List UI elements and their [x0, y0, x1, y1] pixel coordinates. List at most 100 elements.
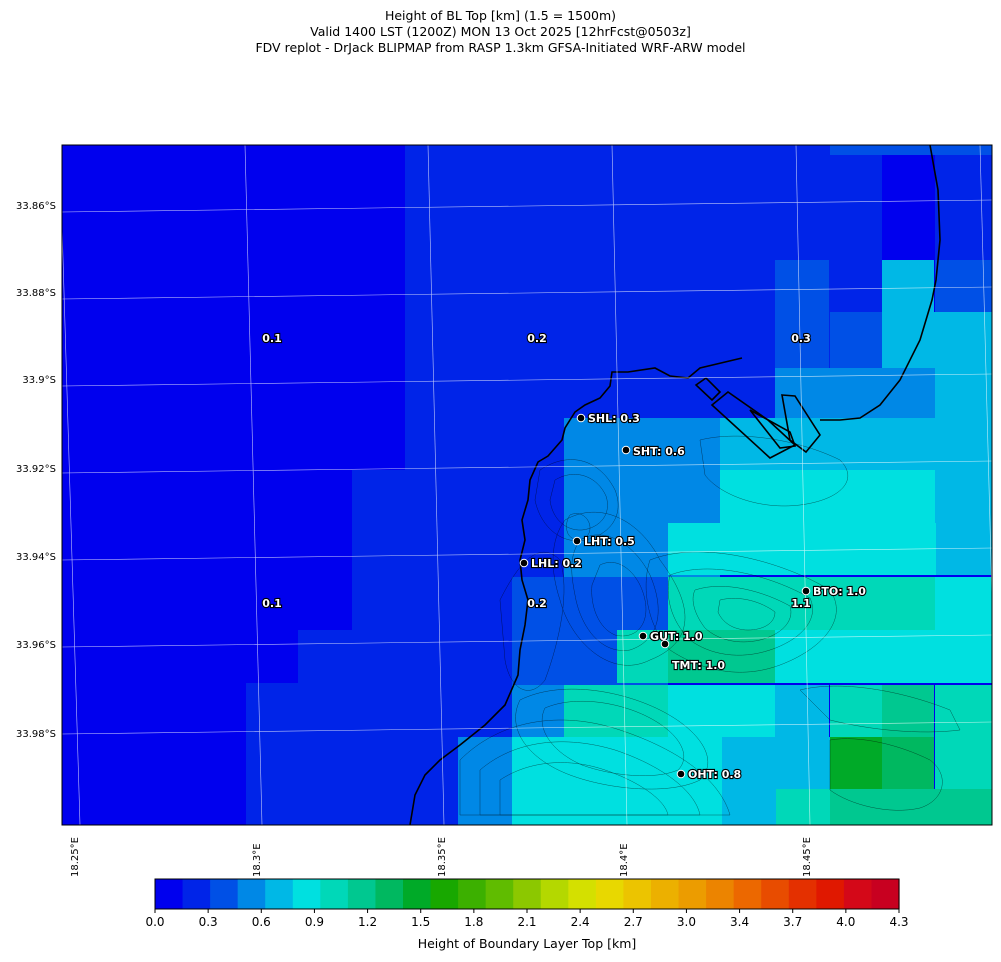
- station-dot: [572, 536, 582, 546]
- grid-cell: [830, 737, 882, 789]
- lon-label: 18.4°E: [619, 843, 630, 877]
- grid-cell: [830, 312, 882, 368]
- colorbar-swatch: [155, 879, 184, 909]
- colorbar-swatch: [843, 879, 873, 909]
- colorbar-tick-label: 3.7: [783, 915, 803, 929]
- colorbar-swatch: [265, 879, 294, 909]
- lat-label: 33.86°S: [16, 201, 56, 212]
- colorbar-tick-label: 1.2: [358, 915, 378, 929]
- area-value-label: 1.1: [791, 597, 811, 610]
- colorbar: [154, 878, 900, 913]
- grid-cell: [776, 789, 830, 825]
- lat-label: 33.96°S: [16, 640, 56, 651]
- colorbar-swatch: [678, 879, 707, 909]
- colorbar-tick-label: 0.9: [304, 915, 324, 929]
- grid-cell: [668, 577, 936, 630]
- colorbar-swatch: [320, 879, 349, 909]
- station-label: GUT: 1.0: [650, 630, 703, 643]
- station-label: SHL: 0.3: [588, 412, 640, 425]
- colorbar-swatch: [651, 879, 680, 909]
- grid-cell: [935, 155, 992, 260]
- station-label: LHT: 0.5: [584, 535, 635, 548]
- title-line-3: FDV replot - DrJack BLIPMAP from RASP 1.…: [255, 40, 746, 55]
- colorbar-swatch: [403, 879, 432, 909]
- area-value-label: 0.2: [527, 332, 547, 345]
- grid-cell: [512, 577, 564, 685]
- lat-label: 33.88°S: [16, 288, 56, 299]
- lat-label: 33.98°S: [16, 729, 56, 740]
- grid-cell: [722, 789, 776, 825]
- grid-cell: [720, 418, 992, 470]
- colorbar-swatch: [595, 879, 625, 909]
- map-frame: [61, 144, 993, 826]
- grid-cell: [512, 685, 564, 737]
- colorbar-swatch: [237, 879, 266, 909]
- colorbar-tick-label: 2.7: [623, 915, 643, 929]
- lon-label: 18.35°E: [437, 837, 448, 877]
- grid-cell: [935, 260, 992, 312]
- colorbar-tick-label: 4.3: [889, 915, 909, 929]
- station-label: SHT: 0.6: [633, 445, 685, 458]
- graticule: [62, 145, 992, 825]
- grid-cell: [564, 418, 730, 470]
- grid-cell: [668, 685, 775, 737]
- grid-cell: [775, 260, 829, 368]
- grid-cell: [830, 789, 992, 825]
- station-dot: [638, 631, 648, 641]
- colorbar-tick-label: 4.0: [836, 915, 856, 929]
- grid-cell: [935, 470, 992, 575]
- colorbar-tick-label: 2.1: [517, 915, 537, 929]
- colorbar-tick-label: 1.8: [464, 915, 484, 929]
- grid-cell: [882, 260, 934, 312]
- colorbar-swatch: [871, 879, 900, 909]
- colorbar-swatch: [761, 879, 790, 909]
- colorbar-swatch: [788, 879, 817, 909]
- colorbar-tick-label: 1.5: [411, 915, 431, 929]
- station-label: TMT: 1.0: [672, 659, 725, 672]
- colorbar-swatch: [292, 879, 321, 909]
- grid-cell: [246, 683, 312, 825]
- area-value-label: 0.1: [262, 597, 282, 610]
- colorbar-swatch: [568, 879, 597, 909]
- station-dot: [621, 445, 631, 455]
- colorbar-tick-label: 0.3: [198, 915, 218, 929]
- grid-cell: [882, 155, 934, 260]
- grid-cell: [564, 685, 668, 737]
- station-dot: [519, 558, 529, 568]
- grid-cell: [775, 685, 829, 737]
- colorbar-swatch: [706, 879, 735, 909]
- title-line-1: Height of BL Top [km] (1.5 = 1500m): [384, 8, 617, 23]
- lon-label: 18.45°E: [802, 837, 813, 877]
- station-dot: [676, 769, 686, 779]
- colorbar-swatch: [375, 879, 404, 909]
- station-dot: [801, 586, 811, 596]
- grid-cell: [935, 737, 992, 789]
- area-value-label: 0.1: [262, 332, 282, 345]
- grid-cell: [722, 737, 830, 789]
- grid-cell: [882, 685, 934, 737]
- colorbar-swatch: [733, 879, 762, 909]
- colorbar-swatch: [623, 879, 652, 909]
- colorbar-tick-label: 3.4: [730, 915, 750, 929]
- lat-label: 33.9°S: [22, 375, 56, 386]
- colorbar-tick-label: 3.0: [676, 915, 696, 929]
- terrain-contours: [459, 435, 961, 816]
- lon-label: 18.3°E: [252, 843, 263, 877]
- coastline: [409, 145, 941, 825]
- grid-cell: [935, 685, 992, 737]
- grid-cell: [512, 737, 722, 825]
- lat-label: 33.94°S: [16, 552, 56, 563]
- colorbar-tick-label: 2.4: [570, 915, 590, 929]
- lon-label: 18.25°E: [70, 837, 81, 877]
- grid-cell: [882, 737, 934, 789]
- lat-label: 33.92°S: [16, 464, 56, 475]
- colorbar-swatch: [540, 879, 569, 909]
- colorbar-swatch: [513, 879, 542, 909]
- colorbar-tick-label: 0.0: [145, 915, 165, 929]
- colorbar-title: Height of Boundary Layer Top [km]: [417, 936, 637, 951]
- colorbar-swatch: [816, 879, 845, 909]
- station-dot: [660, 639, 670, 649]
- station-label: BTO: 1.0: [813, 585, 866, 598]
